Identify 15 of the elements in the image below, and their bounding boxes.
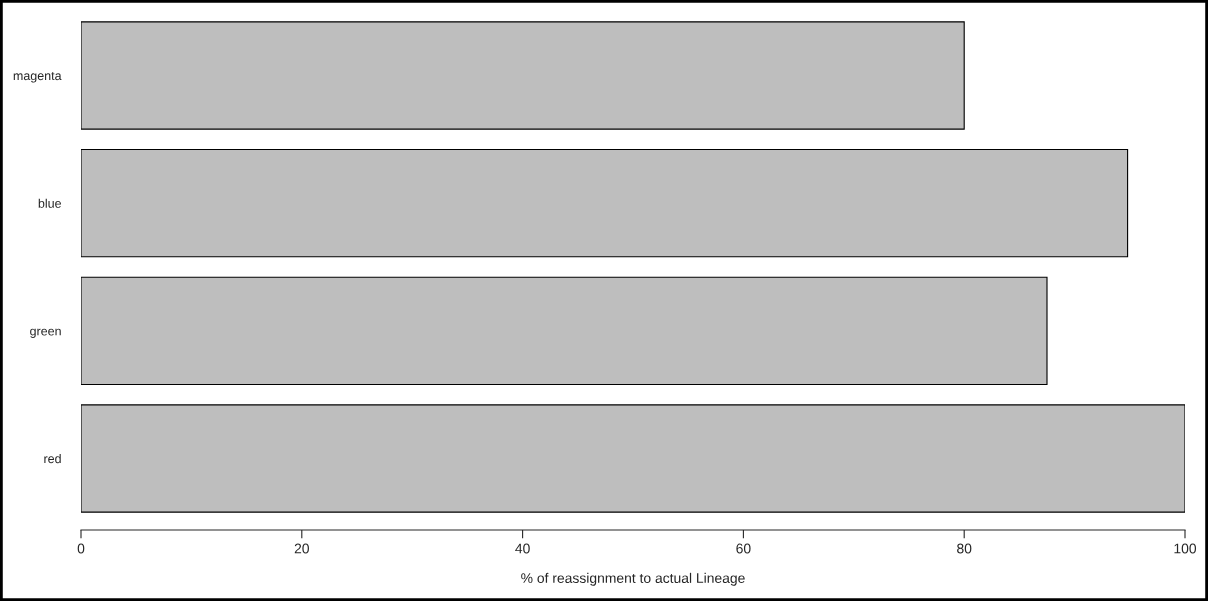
x-tick-label: 20 [294,543,309,554]
bar [81,21,965,130]
bar [81,404,1185,513]
y-tick-label: magenta [13,71,62,83]
x-axis-title: % of reassignment to actual Lineage [521,572,745,586]
x-tick-label: 100 [1174,543,1197,554]
x-tick-label: 80 [957,543,972,554]
y-tick-label: green [30,328,61,338]
y-tick-label: red [44,453,61,464]
bar [81,276,1048,386]
x-tick-label: 60 [736,543,751,554]
x-tick-label: 40 [515,543,530,554]
x-tick-label: 0 [77,543,85,554]
y-tick-label: blue [38,198,61,208]
bar [81,148,1129,258]
